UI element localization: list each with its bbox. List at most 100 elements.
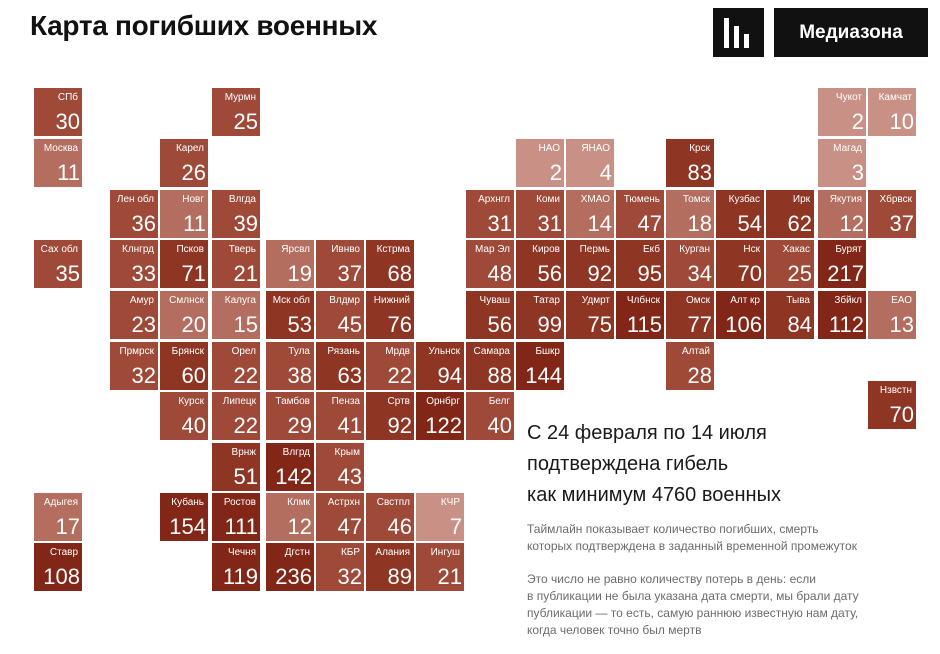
- region-tile[interactable]: Брянск 60: [160, 342, 208, 390]
- region-tile[interactable]: КБР 32: [316, 543, 364, 591]
- region-abbr: Лен обл: [116, 194, 154, 205]
- region-tile[interactable]: Ингуш 21: [416, 543, 464, 591]
- region-count: 11: [183, 211, 206, 236]
- region-tile[interactable]: Новг 11: [160, 190, 208, 238]
- region-tile[interactable]: Ульнск 94: [416, 342, 464, 390]
- region-tile[interactable]: СПб 30: [34, 88, 82, 136]
- region-tile[interactable]: Чукот 2: [818, 88, 866, 136]
- region-tile[interactable]: Мурмн 25: [212, 88, 260, 136]
- region-abbr: Свстпл: [376, 497, 410, 508]
- region-tile[interactable]: Сртв 92: [366, 392, 414, 440]
- region-tile[interactable]: Киров 56: [516, 240, 564, 288]
- region-tile[interactable]: Камчат 10: [868, 88, 916, 136]
- region-tile[interactable]: Тамбов 29: [266, 392, 314, 440]
- region-tile[interactable]: Ростов 111: [212, 493, 260, 541]
- region-tile[interactable]: Пермь 92: [566, 240, 614, 288]
- region-tile[interactable]: Тула 38: [266, 342, 314, 390]
- region-tile[interactable]: Белг 40: [466, 392, 514, 440]
- region-tile[interactable]: Алтай 28: [666, 342, 714, 390]
- region-tile[interactable]: Псков 71: [160, 240, 208, 288]
- region-tile[interactable]: Хбрвск 37: [868, 190, 916, 238]
- region-tile[interactable]: Ирк 62: [766, 190, 814, 238]
- region-tile[interactable]: Магад 3: [818, 139, 866, 187]
- region-count: 53: [287, 312, 312, 337]
- region-tile[interactable]: Бурят 217: [818, 240, 866, 288]
- region-tile[interactable]: Кубань 154: [160, 493, 208, 541]
- region-tile[interactable]: Тверь 21: [212, 240, 260, 288]
- region-tile[interactable]: Татар 99: [516, 291, 564, 339]
- region-tile[interactable]: Влгда 39: [212, 190, 260, 238]
- region-tile[interactable]: Крск 83: [666, 139, 714, 187]
- region-abbr: Алтай: [681, 346, 710, 357]
- region-tile[interactable]: Ярсвл 19: [266, 240, 314, 288]
- region-tile[interactable]: Кстрма 68: [366, 240, 414, 288]
- region-tile[interactable]: Чечня 119: [212, 543, 260, 591]
- region-tile[interactable]: Курган 34: [666, 240, 714, 288]
- region-tile[interactable]: Смлнск 20: [160, 291, 208, 339]
- region-tile[interactable]: Липецк 22: [212, 392, 260, 440]
- region-tile[interactable]: НАО 2: [516, 139, 564, 187]
- region-tile[interactable]: Нижний 76: [366, 291, 414, 339]
- region-abbr: Мурмн: [224, 92, 256, 103]
- region-abbr: Ивнво: [331, 244, 360, 255]
- region-tile[interactable]: Архнгл 31: [466, 190, 514, 238]
- region-tile[interactable]: Дгстн 236: [266, 543, 314, 591]
- region-tile[interactable]: Курск 40: [160, 392, 208, 440]
- region-count: 43: [337, 464, 362, 489]
- region-tile[interactable]: Алания 89: [366, 543, 414, 591]
- region-count: 11: [57, 160, 80, 185]
- region-abbr: Мар Эл: [474, 244, 510, 255]
- region-tile[interactable]: Нзвстн 70: [868, 381, 916, 429]
- region-tile[interactable]: ЯНАО 4: [566, 139, 614, 187]
- region-tile[interactable]: Адыгея 17: [34, 493, 82, 541]
- region-tile[interactable]: Орел 22: [212, 342, 260, 390]
- region-tile[interactable]: Астрхн 47: [316, 493, 364, 541]
- region-tile[interactable]: Хакас 25: [766, 240, 814, 288]
- region-tile[interactable]: Мар Эл 48: [466, 240, 514, 288]
- region-tile[interactable]: Клнгрд 33: [110, 240, 158, 288]
- region-tile[interactable]: Мск обл 53: [266, 291, 314, 339]
- region-tile[interactable]: Нск 70: [716, 240, 764, 288]
- region-tile[interactable]: Збйкл 112: [818, 291, 866, 339]
- region-tile[interactable]: Москва 11: [34, 139, 82, 187]
- region-tile[interactable]: Тюмень 47: [616, 190, 664, 238]
- region-tile[interactable]: Лен обл 36: [110, 190, 158, 238]
- region-abbr: Москва: [43, 143, 78, 154]
- region-tile[interactable]: Калуга 15: [212, 291, 260, 339]
- region-tile[interactable]: Члбнск 115: [616, 291, 664, 339]
- region-tile[interactable]: Амур 23: [110, 291, 158, 339]
- region-tile[interactable]: Клмк 12: [266, 493, 314, 541]
- region-tile[interactable]: Орнбрг 122: [416, 392, 464, 440]
- region-tile[interactable]: ЕАО 13: [868, 291, 916, 339]
- region-tile[interactable]: Пенза 41: [316, 392, 364, 440]
- region-tile[interactable]: Коми 31: [516, 190, 564, 238]
- region-tile[interactable]: Влгрд 142: [266, 443, 314, 491]
- region-tile[interactable]: Якутия 12: [818, 190, 866, 238]
- region-tile[interactable]: Врнж 51: [212, 443, 260, 491]
- region-tile[interactable]: Бшкр 144: [516, 342, 564, 390]
- region-tile[interactable]: Тыва 84: [766, 291, 814, 339]
- region-tile[interactable]: Кузбас 54: [716, 190, 764, 238]
- region-tile[interactable]: Рязань 63: [316, 342, 364, 390]
- region-tile[interactable]: Влдмр 45: [316, 291, 364, 339]
- region-tile[interactable]: Томск 18: [666, 190, 714, 238]
- region-tile[interactable]: Ивнво 37: [316, 240, 364, 288]
- region-tile[interactable]: Сах обл 35: [34, 240, 82, 288]
- region-abbr: Клнгрд: [122, 244, 154, 255]
- region-tile[interactable]: Свстпл 46: [366, 493, 414, 541]
- region-abbr: НАО: [538, 143, 560, 154]
- region-tile[interactable]: КЧР 7: [416, 493, 464, 541]
- region-tile[interactable]: Ставр 108: [34, 543, 82, 591]
- region-tile[interactable]: Крым 43: [316, 443, 364, 491]
- region-tile[interactable]: ХМАО 14: [566, 190, 614, 238]
- region-tile[interactable]: Карел 26: [160, 139, 208, 187]
- region-tile[interactable]: Удмрт 75: [566, 291, 614, 339]
- region-tile[interactable]: Мрдв 22: [366, 342, 414, 390]
- region-tile[interactable]: Прмрск 32: [110, 342, 158, 390]
- region-tile[interactable]: Омск 77: [666, 291, 714, 339]
- region-abbr: Прмрск: [119, 346, 154, 357]
- region-tile[interactable]: Алт кр 106: [716, 291, 764, 339]
- region-tile[interactable]: Екб 95: [616, 240, 664, 288]
- region-tile[interactable]: Самара 88: [466, 342, 514, 390]
- region-tile[interactable]: Чуваш 56: [466, 291, 514, 339]
